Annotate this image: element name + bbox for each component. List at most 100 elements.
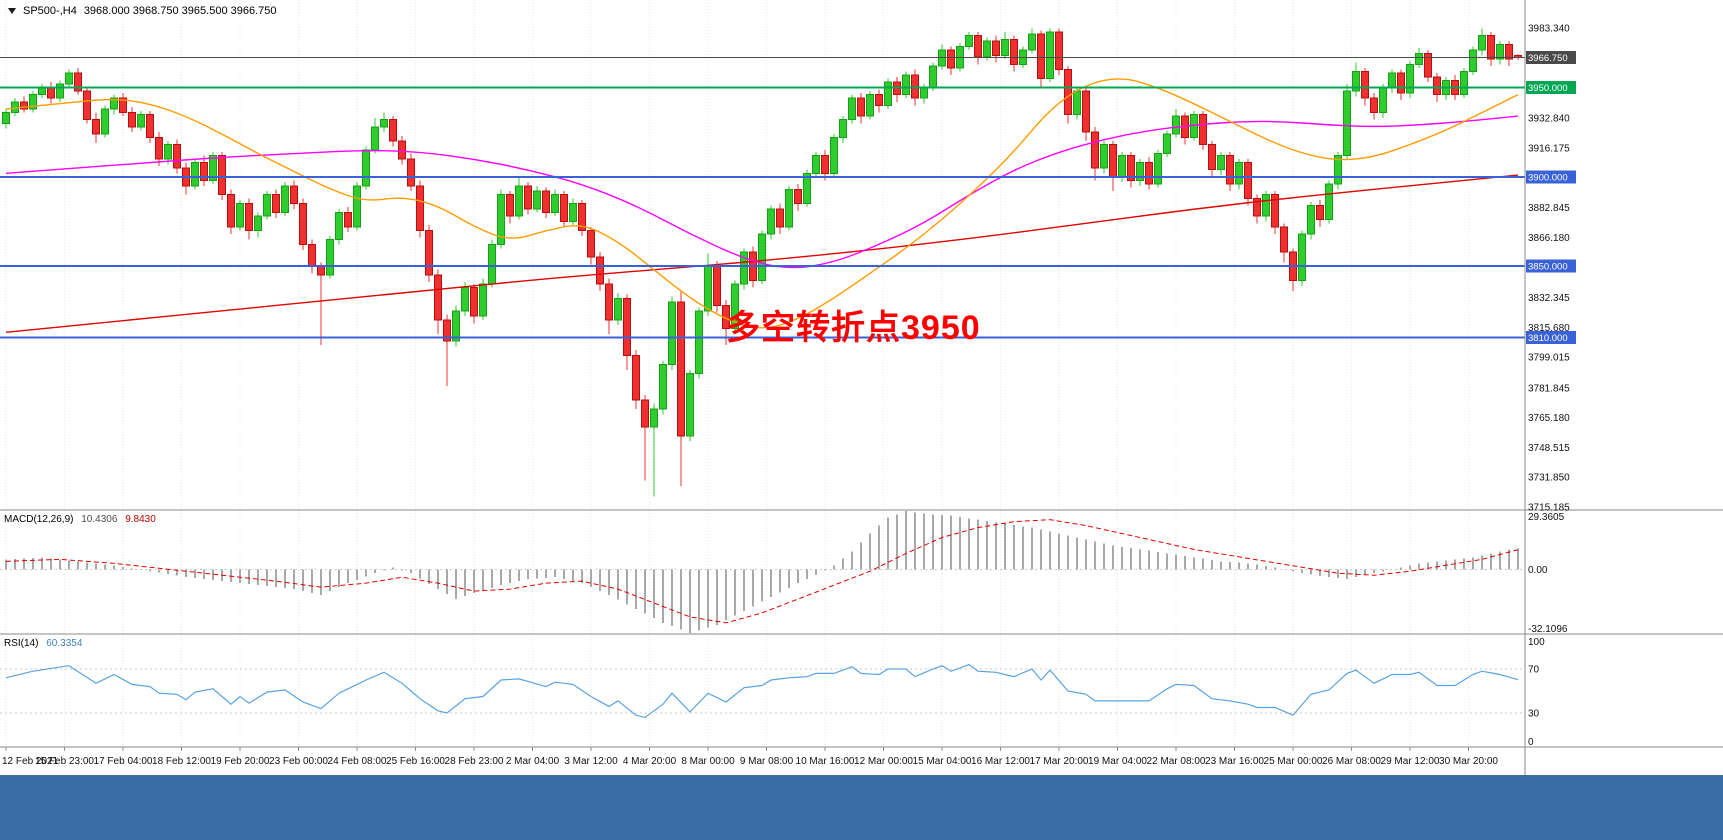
candle-body <box>875 94 883 106</box>
candle-body <box>164 144 172 160</box>
rsi-axis-label: 30 <box>1528 709 1540 720</box>
candle-body <box>1505 44 1513 60</box>
price-badge <box>1526 81 1576 95</box>
candle-body <box>146 113 154 139</box>
price-axis-label: 3799.015 <box>1528 353 1570 364</box>
candle-body <box>1253 197 1261 217</box>
candle-body <box>236 203 244 228</box>
time-axis-label: 26 Mar 08:00 <box>1322 756 1381 767</box>
candle-body <box>785 188 793 228</box>
chart-canvas[interactable]: 3983.340 3932.840 3916.175 3882.845 3866.180… <box>0 0 1723 775</box>
candle-body <box>92 119 100 135</box>
candle-body <box>551 194 559 214</box>
candle-body <box>965 35 973 47</box>
candle-body <box>623 297 631 356</box>
time-axis-label: 17 Mar 20:00 <box>1030 756 1089 767</box>
candle-body <box>1487 35 1495 60</box>
price-axis-label: 3916.175 <box>1528 143 1570 154</box>
price-axis-label: 3748.515 <box>1528 443 1570 454</box>
rsi-name: RSI(14) <box>4 638 39 649</box>
bottom-bar <box>0 775 1723 840</box>
time-axis-label: 23 Mar 16:00 <box>1205 756 1264 767</box>
candle-body <box>884 81 892 106</box>
candle-body <box>1100 144 1108 169</box>
chart-dropdown-icon[interactable] <box>8 8 16 14</box>
candle-body <box>20 101 28 110</box>
candle-body <box>695 310 703 374</box>
candle-body <box>47 87 55 99</box>
candle-body <box>497 194 505 246</box>
candle-body <box>200 162 208 181</box>
candle-body <box>704 265 712 312</box>
candle-body <box>191 162 199 187</box>
candle-body <box>1424 53 1432 78</box>
price-axis-label: 3731.850 <box>1528 473 1570 484</box>
candle-body <box>506 194 514 217</box>
candle-body <box>65 72 73 85</box>
candle-body <box>614 297 622 321</box>
candle-body <box>362 149 370 187</box>
candle-body <box>1262 194 1270 217</box>
price-badge <box>1526 170 1576 184</box>
candle-body <box>425 229 433 276</box>
chart-header: SP500-,H4 3968.000 3968.750 3965.500 396… <box>8 5 277 17</box>
rsi-axis-label: 0 <box>1528 737 1534 748</box>
candle-body <box>1199 113 1207 146</box>
candle-body <box>281 185 289 214</box>
candle-body <box>1316 204 1324 221</box>
candle-body <box>2 112 10 124</box>
candle-body <box>1172 115 1180 135</box>
candle-body <box>1244 162 1252 199</box>
candle-body <box>488 244 496 285</box>
macd-indicator-label: MACD(12,26,9) 10.4306 9.8430 <box>4 514 161 525</box>
candle-body <box>1370 97 1378 114</box>
price-axis-label: 3983.340 <box>1528 23 1570 34</box>
price-axis-label: 3715.185 <box>1528 502 1570 513</box>
candle-body <box>137 113 145 128</box>
time-axis-label: 10 Mar 16:00 <box>796 756 855 767</box>
candle-body <box>344 212 352 228</box>
time-axis-label: 24 Feb 08:00 <box>328 756 387 767</box>
candle-body <box>515 185 523 217</box>
time-axis-label: 8 Mar 00:00 <box>681 756 735 767</box>
candle-body <box>1352 70 1360 92</box>
candle-body <box>866 94 874 117</box>
candle-body <box>650 408 658 428</box>
candle-body <box>1046 31 1054 80</box>
rsi-indicator-label: RSI(14) 60.3354 <box>4 638 87 649</box>
candle-body <box>1118 154 1126 178</box>
candle-body <box>101 108 109 135</box>
candle-body <box>461 287 469 312</box>
candle-body <box>1361 70 1369 99</box>
candle-body <box>1127 154 1135 181</box>
price-badge-label: 3950.000 <box>1528 83 1568 94</box>
time-axis-label: 16 Mar 12:00 <box>971 756 1030 767</box>
rsi-value: 60.3354 <box>46 638 83 649</box>
candle-body <box>848 97 856 121</box>
candle-body <box>1469 49 1477 72</box>
time-axis-label: 25 Mar 00:00 <box>1264 756 1323 767</box>
candle-body <box>758 233 766 281</box>
candle-body <box>1154 153 1162 185</box>
price-badge-label: 3850.000 <box>1528 262 1568 273</box>
candle-body <box>1073 90 1081 115</box>
price-axis-label: 3932.840 <box>1528 114 1570 125</box>
candle-body <box>317 265 325 276</box>
candle-body <box>740 251 748 285</box>
time-axis-label: 15 Feb 23:00 <box>35 756 94 767</box>
candle-body <box>983 40 991 58</box>
time-axis-label: 4 Mar 20:00 <box>623 756 677 767</box>
macd-axis-zero: 0.00 <box>1528 565 1548 576</box>
candle-body <box>1082 90 1090 133</box>
candle-body <box>272 194 280 214</box>
candle-body <box>821 154 829 174</box>
candle-body <box>533 190 541 210</box>
candle-body <box>902 74 910 96</box>
candle-body <box>632 354 640 401</box>
candle-body <box>587 229 595 258</box>
candle-body <box>830 137 838 174</box>
candle-body <box>569 203 577 223</box>
candle-body <box>677 301 685 437</box>
candle-body <box>794 188 802 205</box>
